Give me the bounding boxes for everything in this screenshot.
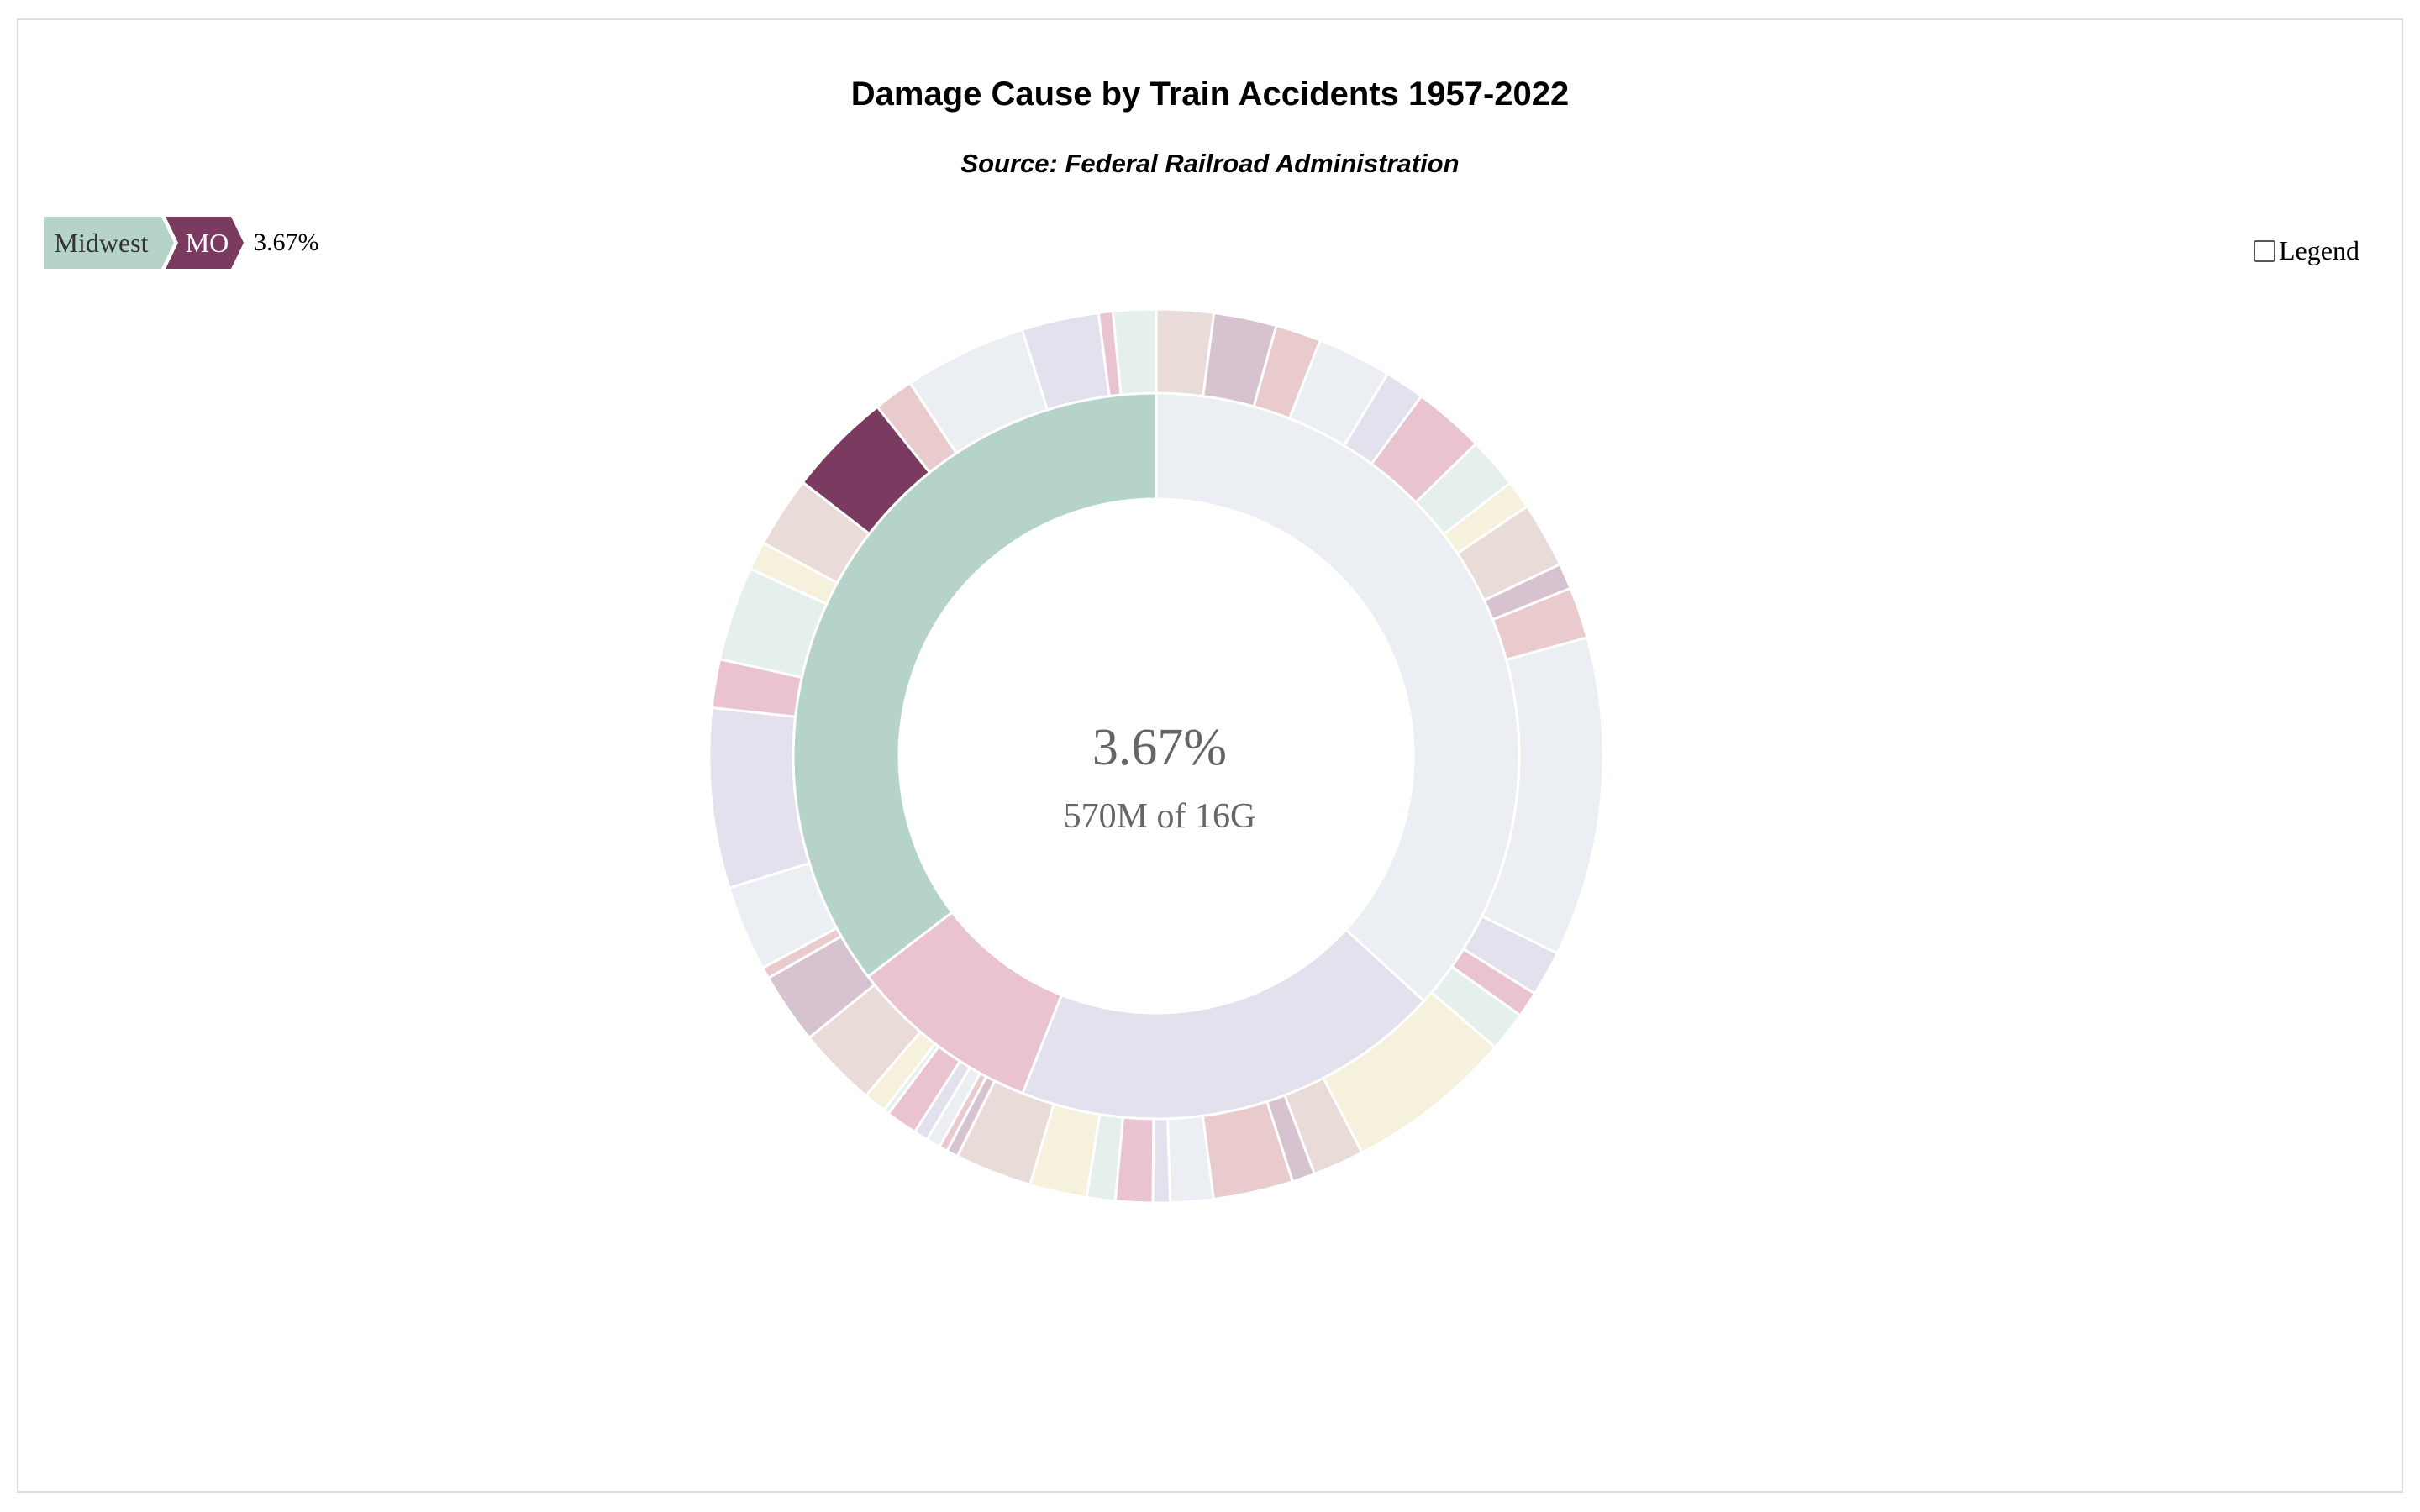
center-percent: 3.67% [1092, 719, 1228, 776]
breadcrumb-label: MO [185, 227, 229, 258]
center-value-text: 570M of 16G [1063, 797, 1256, 836]
legend-toggle[interactable]: Legend [2254, 235, 2360, 266]
legend-label: Legend [2279, 235, 2360, 265]
outer-arc-20[interactable] [1151, 1117, 1172, 1205]
chart-subtitle: Source: Federal Railroad Administration [960, 149, 1460, 178]
outer-arc-46[interactable] [1111, 307, 1158, 396]
outer-ring [708, 307, 1605, 1205]
chart-title: Damage Cause by Train Accidents 1957-202… [850, 76, 1570, 113]
breadcrumb: Midwest MO 3.67% [44, 217, 319, 269]
breadcrumb-percent: 3.67% [254, 228, 319, 256]
breadcrumb-item-midwest[interactable]: Midwest [44, 217, 174, 269]
outer-arc-36[interactable] [708, 706, 812, 890]
breadcrumb-label: Midwest [54, 227, 149, 258]
legend-checkbox[interactable] [2254, 239, 2275, 262]
chart-frame [17, 18, 2403, 1493]
breadcrumb-item-mo[interactable]: MO [166, 217, 244, 269]
